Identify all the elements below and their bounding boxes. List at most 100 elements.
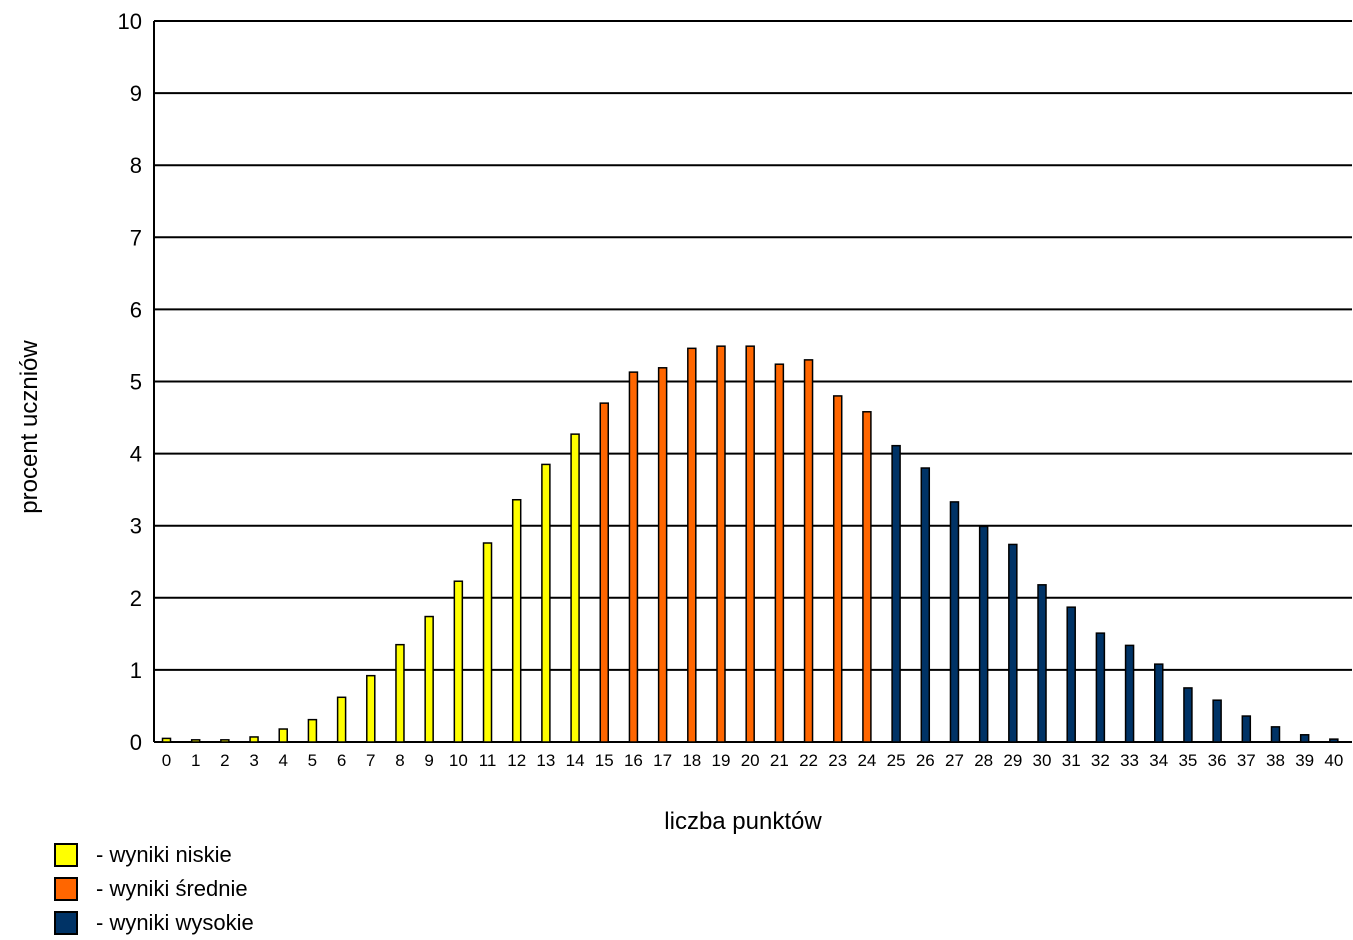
legend-item-high: - wyniki wysokie — [54, 906, 254, 940]
bar-16 — [628, 371, 639, 743]
x-tick-label: 20 — [741, 751, 760, 770]
bar-27 — [949, 501, 960, 743]
x-tick-label: 29 — [1003, 751, 1022, 770]
bar-36 — [1212, 699, 1222, 743]
x-tick-label: 27 — [945, 751, 964, 770]
y-tick-labels: 0 1 2 3 4 5 6 7 8 9 10 — [118, 9, 142, 755]
legend-label-low: - wyniki niskie — [96, 842, 232, 867]
bar-10 — [453, 580, 464, 743]
bar-26 — [920, 467, 931, 743]
bar-33 — [1124, 644, 1135, 743]
x-tick-label: 16 — [624, 751, 643, 770]
x-tick-label: 21 — [770, 751, 789, 770]
bar-34 — [1154, 663, 1164, 743]
bar-8 — [395, 643, 405, 743]
x-tick-label: 19 — [712, 751, 731, 770]
bar-35 — [1183, 687, 1193, 743]
x-tick-label: 13 — [536, 751, 555, 770]
bar-12 — [511, 498, 522, 743]
x-tick-label: 8 — [395, 751, 404, 770]
bar-22 — [803, 359, 814, 743]
y-tick-label: 0 — [130, 730, 142, 755]
bars — [161, 345, 1339, 743]
bar-14 — [570, 433, 580, 743]
bar-9 — [424, 615, 434, 743]
bar-29 — [1008, 543, 1018, 743]
bar-15 — [599, 402, 610, 743]
bar-38 — [1270, 726, 1281, 743]
x-tick-label: 32 — [1091, 751, 1110, 770]
bar-24 — [862, 411, 872, 743]
y-tick-label: 9 — [130, 81, 142, 106]
x-tick-label: 25 — [887, 751, 906, 770]
y-tick-label: 4 — [130, 442, 142, 467]
bar-17 — [657, 367, 668, 743]
x-axis-title: liczba punktów — [664, 808, 822, 835]
y-tick-label: 10 — [118, 9, 142, 34]
x-tick-label: 33 — [1120, 751, 1139, 770]
bar-4 — [278, 728, 288, 743]
x-tick-label: 40 — [1324, 751, 1343, 770]
x-tick-label: 30 — [1033, 751, 1052, 770]
x-tick-label: 9 — [424, 751, 433, 770]
bar-37 — [1241, 715, 1252, 743]
x-tick-label: 3 — [249, 751, 258, 770]
bar-23 — [832, 395, 843, 743]
x-tick-label: 7 — [366, 751, 375, 770]
x-tick-label: 1 — [191, 751, 200, 770]
bar-32 — [1095, 632, 1106, 743]
x-tick-label: 38 — [1266, 751, 1285, 770]
legend-swatch-low — [54, 843, 78, 867]
x-tick-label: 12 — [507, 751, 526, 770]
x-tick-label: 37 — [1237, 751, 1256, 770]
bar-5 — [307, 718, 318, 743]
y-tick-label: 5 — [130, 370, 142, 395]
y-tick-label: 2 — [130, 586, 142, 611]
bar-3 — [249, 736, 259, 743]
x-tick-label: 15 — [595, 751, 614, 770]
y-tick-label: 1 — [130, 658, 142, 683]
x-tick-label: 39 — [1295, 751, 1314, 770]
legend-label-high: - wyniki wysokie — [96, 910, 254, 935]
y-tick-label: 8 — [130, 153, 142, 178]
x-tick-label: 28 — [974, 751, 993, 770]
legend-item-medium: - wyniki średnie — [54, 872, 254, 906]
x-tick-label: 23 — [828, 751, 847, 770]
legend-swatch-high — [54, 911, 78, 935]
x-tick-label: 35 — [1178, 751, 1197, 770]
bar-1 — [190, 739, 201, 743]
x-tick-label: 24 — [857, 751, 876, 770]
bar-25 — [891, 444, 901, 743]
bar-19 — [716, 345, 726, 743]
bar-13 — [541, 463, 551, 743]
y-axis-title: procent uczniów — [16, 340, 43, 514]
bar-18 — [687, 347, 697, 743]
legend-item-low: - wyniki niskie — [54, 838, 254, 872]
bar-31 — [1066, 606, 1076, 743]
bar-6 — [336, 696, 347, 743]
x-tick-labels: 0 1 2 3 4 5 6 7 8 9 10 11 12 13 14 15 16 17 18 19 20 21 22 23 24… — [162, 751, 1344, 770]
bar-40 — [1329, 738, 1339, 743]
x-tick-label: 22 — [799, 751, 818, 770]
bar-28 — [978, 525, 989, 743]
y-tick-label: 6 — [130, 297, 142, 322]
bar-20 — [745, 345, 755, 743]
x-tick-label: 2 — [220, 751, 229, 770]
legend: - wyniki niskie - wyniki średnie - wynik… — [54, 838, 254, 940]
x-tick-label: 26 — [916, 751, 935, 770]
x-tick-label: 36 — [1208, 751, 1227, 770]
x-tick-label: 0 — [162, 751, 171, 770]
bar-39 — [1299, 734, 1310, 743]
x-tick-label: 18 — [682, 751, 701, 770]
y-tick-label: 3 — [130, 514, 142, 539]
x-tick-label: 10 — [449, 751, 468, 770]
x-tick-label: 11 — [479, 751, 497, 770]
x-tick-label: 4 — [279, 751, 288, 770]
x-tick-label: 17 — [653, 751, 672, 770]
x-tick-label: 5 — [308, 751, 317, 770]
x-tick-label: 6 — [337, 751, 346, 770]
legend-swatch-medium — [54, 877, 78, 901]
legend-label-medium: - wyniki średnie — [96, 876, 248, 901]
y-tick-label: 7 — [130, 225, 142, 250]
